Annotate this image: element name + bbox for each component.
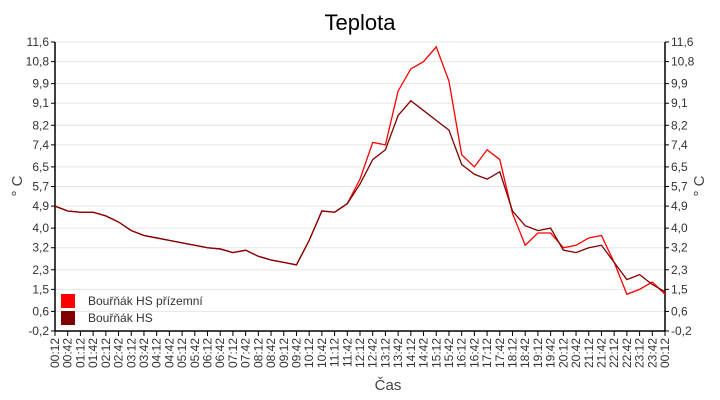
- y-tick-label: -0,2: [28, 324, 49, 338]
- legend-swatch: [61, 311, 75, 325]
- x-tick-label: 08:12: [251, 338, 265, 368]
- x-tick-label: 14:42: [417, 338, 431, 368]
- y-tick-label: 4,9: [32, 199, 49, 213]
- y-tick-label-right: 11,6: [671, 35, 694, 49]
- y-tick-label: 7,4: [32, 138, 49, 152]
- y-tick-label-right: 1,5: [671, 282, 688, 296]
- x-tick-label: 10:42: [315, 338, 329, 368]
- chart-title: Teplota: [324, 10, 396, 35]
- x-tick-label: 05:42: [188, 338, 202, 368]
- x-tick-label: 06:12: [201, 338, 215, 368]
- series-line-1: [54, 99, 666, 293]
- x-tick-label: 19:42: [544, 338, 558, 368]
- x-tick-label: 15:12: [429, 338, 443, 368]
- y-tick-label-right: 4,9: [671, 199, 688, 213]
- y-axis-label: ° C: [9, 175, 26, 196]
- x-tick-label: 13:12: [378, 338, 392, 368]
- x-tick-label: 09:12: [277, 338, 291, 368]
- x-tick-label: 03:42: [137, 338, 151, 368]
- y-tick-label-right: -0,2: [671, 324, 692, 338]
- x-tick-label: 23:42: [645, 338, 659, 368]
- x-tick-label: 15:42: [442, 338, 456, 368]
- y-tick-label-right: 8,2: [671, 118, 688, 132]
- y-axis-label-right: ° C: [691, 175, 708, 196]
- x-tick-label: 18:12: [506, 338, 520, 368]
- y-tick-label-right: 0,6: [671, 304, 688, 318]
- x-tick-label: 10:12: [302, 338, 316, 368]
- x-tick-label: 20:42: [569, 338, 583, 368]
- x-tick-label: 07:42: [239, 338, 253, 368]
- x-tick-label: 21:42: [594, 338, 608, 368]
- x-axis-label: Čas: [375, 377, 402, 394]
- y-tick-label: 4,0: [32, 221, 49, 235]
- x-tick-label: 09:42: [289, 338, 303, 368]
- x-tick-label: 20:12: [556, 338, 570, 368]
- x-tick-label: 07:12: [226, 338, 240, 368]
- x-tick-label: 01:42: [86, 338, 100, 368]
- y-tick-label: 6,5: [32, 160, 49, 174]
- x-tick-label: 00:12: [48, 338, 62, 368]
- x-tick-label: 12:12: [353, 338, 367, 368]
- y-tick-label-right: 3,2: [671, 241, 688, 255]
- x-tick-label: 02:12: [99, 338, 113, 368]
- y-tick-label: 3,2: [32, 241, 49, 255]
- x-tick-label: 08:42: [264, 338, 278, 368]
- y-tick-label: 9,9: [32, 77, 49, 91]
- legend-label: Bouřňák HS přízemní: [88, 294, 203, 308]
- y-tick-label: 8,2: [32, 118, 49, 132]
- legend-label: Bouřňák HS: [88, 311, 153, 325]
- x-tick-label: 22:42: [620, 338, 634, 368]
- x-tick-label: 01:12: [73, 338, 87, 368]
- x-tick-label: 00:42: [61, 338, 75, 368]
- y-tick-label-right: 10,8: [671, 55, 695, 69]
- y-tick-label: 10,8: [26, 55, 50, 69]
- x-tick-label: 11:12: [328, 338, 342, 367]
- x-tick-label: 22:12: [607, 338, 621, 368]
- y-tick-label: 0,6: [32, 304, 49, 318]
- x-tick-label: 13:42: [391, 338, 405, 368]
- y-tick-label-right: 6,5: [671, 160, 688, 174]
- x-tick-label: 05:12: [175, 338, 189, 368]
- y-tick-label: 9,1: [32, 96, 49, 110]
- y-tick-label: 11,6: [27, 35, 50, 49]
- x-tick-label: 04:12: [150, 338, 164, 368]
- x-tick-label: 23:12: [633, 338, 647, 368]
- y-tick-label-right: 4,0: [671, 221, 688, 235]
- legend-swatch: [61, 294, 75, 308]
- x-tick-label: 06:42: [213, 338, 227, 368]
- x-tick-label: 02:42: [112, 338, 126, 368]
- y-tick-label: 2,3: [32, 263, 49, 277]
- x-tick-label: 17:42: [493, 338, 507, 368]
- y-tick-label-right: 9,1: [671, 96, 688, 110]
- y-tick-label: 1,5: [32, 282, 49, 296]
- x-tick-label: 12:42: [366, 338, 380, 368]
- x-tick-label: 21:12: [582, 338, 596, 368]
- x-tick-label: 14:12: [404, 338, 418, 368]
- x-tick-label: 18:42: [518, 338, 532, 368]
- y-tick-label-right: 5,7: [671, 180, 688, 194]
- x-tick-label: 11:42: [340, 338, 354, 367]
- y-tick-label: 5,7: [32, 180, 49, 194]
- y-tick-label-right: 9,9: [671, 77, 688, 91]
- x-tick-label: 00:12: [658, 338, 672, 368]
- y-tick-label-right: 2,3: [671, 263, 688, 277]
- y-tick-label-right: 7,4: [671, 138, 688, 152]
- x-tick-label: 16:42: [467, 338, 481, 368]
- x-tick-label: 16:12: [455, 338, 469, 368]
- x-tick-label: 19:12: [531, 338, 545, 368]
- x-tick-label: 03:12: [124, 338, 138, 368]
- x-tick-label: 17:12: [480, 338, 494, 368]
- x-tick-label: 04:42: [162, 338, 176, 368]
